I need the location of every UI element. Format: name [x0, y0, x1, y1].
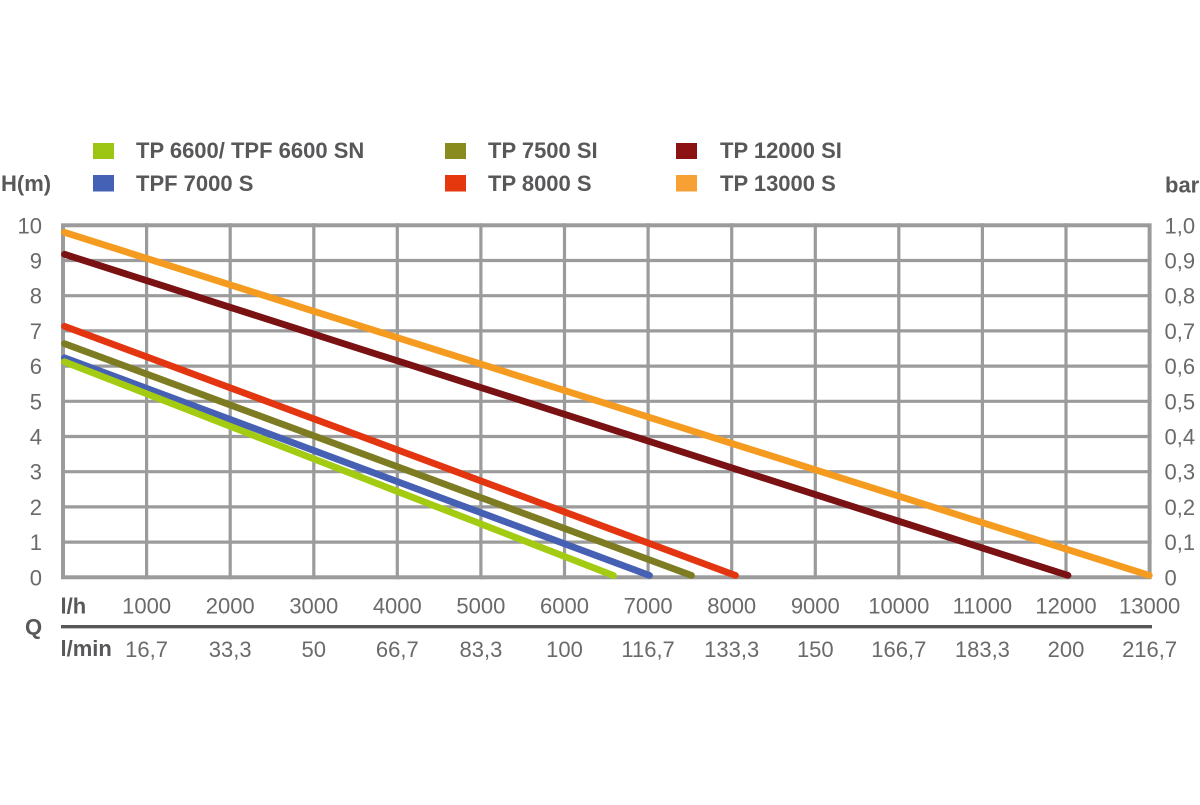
svg-text:0,3: 0,3 [1165, 460, 1196, 485]
svg-text:216,7: 216,7 [1122, 637, 1177, 662]
svg-text:1000: 1000 [122, 594, 171, 619]
svg-text:11000: 11000 [953, 594, 1013, 619]
svg-text:4000: 4000 [373, 594, 422, 619]
svg-text:4: 4 [30, 425, 42, 450]
svg-text:8000: 8000 [707, 594, 756, 619]
svg-text:TP 8000 S: TP 8000 S [488, 171, 592, 196]
svg-text:6: 6 [30, 354, 42, 379]
svg-text:166,7: 166,7 [871, 637, 926, 662]
svg-text:133,3: 133,3 [704, 637, 759, 662]
svg-text:8: 8 [30, 284, 42, 309]
svg-text:0,4: 0,4 [1165, 425, 1196, 450]
svg-text:0,5: 0,5 [1165, 389, 1196, 414]
svg-text:0,9: 0,9 [1165, 249, 1196, 274]
svg-text:33,3: 33,3 [209, 637, 252, 662]
svg-text:116,7: 116,7 [621, 637, 674, 662]
svg-text:1: 1 [30, 530, 42, 555]
svg-text:l/min: l/min [61, 636, 112, 661]
svg-text:0: 0 [30, 565, 42, 590]
svg-text:0,8: 0,8 [1165, 284, 1196, 309]
svg-text:7000: 7000 [624, 594, 673, 619]
svg-text:TPF 7000 S: TPF 7000 S [136, 171, 253, 196]
svg-text:TP 6600/ TPF 6600 SN: TP 6600/ TPF 6600 SN [136, 138, 364, 163]
svg-text:3000: 3000 [289, 594, 338, 619]
svg-text:0,7: 0,7 [1165, 319, 1196, 344]
svg-text:TP 13000 S: TP 13000 S [720, 171, 836, 196]
svg-text:10000: 10000 [868, 594, 929, 619]
svg-text:5: 5 [30, 389, 42, 414]
svg-text:Q: Q [25, 615, 42, 640]
svg-text:0: 0 [1165, 565, 1177, 590]
svg-text:12000: 12000 [1035, 594, 1096, 619]
svg-text:7: 7 [30, 319, 42, 344]
svg-text:9000: 9000 [791, 594, 840, 619]
svg-text:0,2: 0,2 [1165, 495, 1196, 520]
svg-text:TP 12000 SI: TP 12000 SI [720, 138, 842, 163]
svg-text:3: 3 [30, 460, 42, 485]
svg-text:50: 50 [302, 637, 326, 662]
svg-text:0,6: 0,6 [1165, 354, 1196, 379]
svg-text:150: 150 [797, 637, 834, 662]
svg-text:66,7: 66,7 [376, 637, 419, 662]
svg-text:13000: 13000 [1119, 594, 1180, 619]
svg-text:H(m): H(m) [1, 171, 51, 196]
svg-text:l/h: l/h [61, 594, 87, 619]
svg-text:200: 200 [1048, 637, 1085, 662]
svg-text:83,3: 83,3 [459, 637, 502, 662]
svg-text:2000: 2000 [206, 594, 255, 619]
svg-text:2: 2 [30, 495, 42, 520]
svg-text:1,0: 1,0 [1165, 213, 1196, 238]
svg-text:16,7: 16,7 [125, 637, 168, 662]
svg-text:5000: 5000 [456, 594, 505, 619]
svg-text:9: 9 [30, 249, 42, 274]
svg-text:bar: bar [1165, 173, 1200, 198]
svg-text:6000: 6000 [540, 594, 589, 619]
svg-text:10: 10 [18, 213, 42, 238]
svg-text:TP 7500 SI: TP 7500 SI [488, 138, 598, 163]
svg-text:183,3: 183,3 [955, 637, 1010, 662]
svg-text:100: 100 [546, 637, 583, 662]
svg-text:0,1: 0,1 [1165, 530, 1196, 555]
